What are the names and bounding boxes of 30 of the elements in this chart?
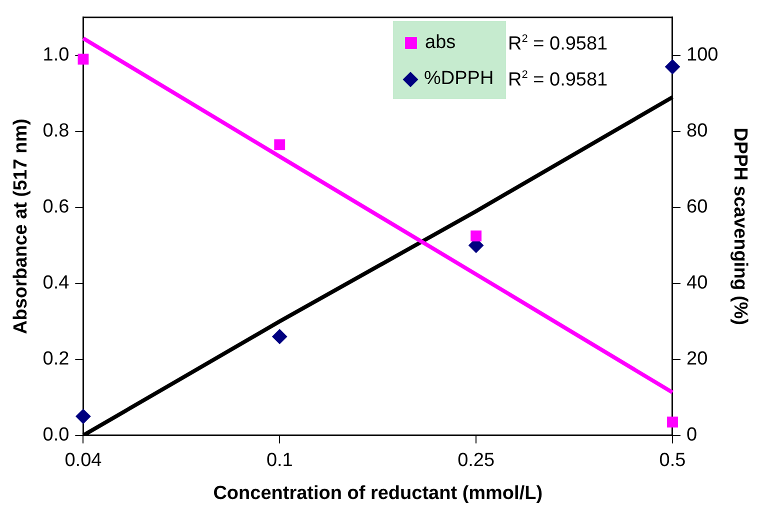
legend-label: abs [425, 32, 456, 54]
legend-label: %DPPH [424, 68, 494, 90]
y-tick-label: 0.8 [42, 120, 70, 142]
point [76, 408, 91, 424]
point [272, 329, 288, 344]
x-axis-title: Concentration of reductant (mmol/L) [213, 482, 543, 504]
point [667, 416, 678, 428]
y-tick-label: 0.0 [42, 424, 70, 446]
y-tick-label: 0.4 [42, 272, 70, 294]
point [274, 139, 286, 150]
x-tick-label: 0.5 [659, 450, 686, 472]
point [470, 230, 482, 242]
y2-tick-label: 40 [686, 272, 708, 294]
point [665, 59, 680, 74]
y-tick-label: 1.0 [42, 44, 70, 66]
annotation: R$^{2}$ = 0.9581 [508, 33, 608, 56]
x-tick-label: 0.04 [64, 450, 102, 472]
y2-tick-label: 100 [686, 44, 718, 66]
y-axis-title: Absorbance at (517 nm) [10, 118, 32, 334]
y2-tick-label: 60 [686, 196, 708, 218]
x-tick-label: 0.1 [266, 450, 293, 472]
y2-tick-label: 80 [686, 120, 708, 142]
y2-tick-label: 20 [686, 348, 708, 370]
annotation: R$^{2}$ = 0.9581 [508, 69, 608, 92]
y-tick-label: 0.6 [42, 196, 70, 218]
y2-axis-title: DPPH scavenging (%) [729, 128, 750, 326]
x-tick-label: 0.25 [458, 450, 495, 472]
y2-tick-label: 0 [686, 424, 698, 446]
y-tick-label: 0.2 [42, 348, 70, 370]
point [78, 54, 89, 65]
